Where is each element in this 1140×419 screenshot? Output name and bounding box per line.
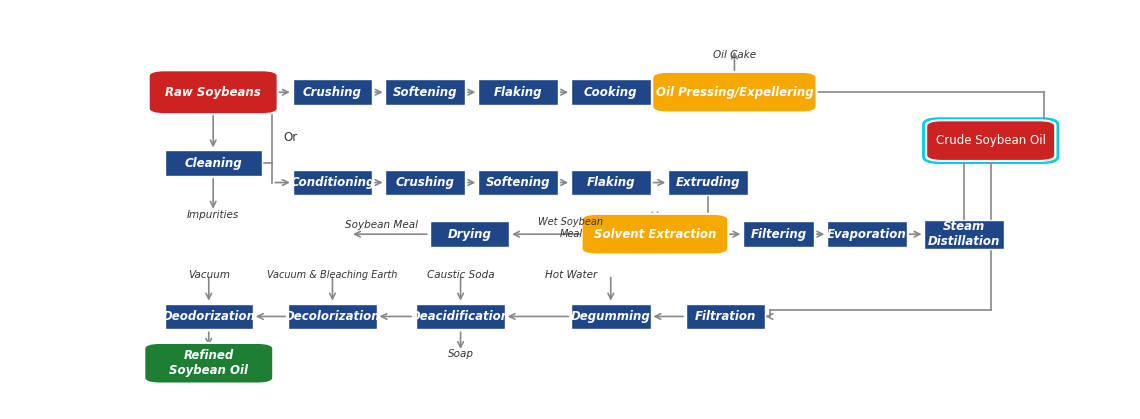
Text: Crushing: Crushing [303,86,361,99]
FancyBboxPatch shape [164,150,262,176]
Text: Soap: Soap [448,349,473,359]
Text: Cleaning: Cleaning [185,157,242,170]
FancyBboxPatch shape [479,79,557,105]
FancyBboxPatch shape [479,170,557,196]
Text: Caustic Soda: Caustic Soda [426,269,495,279]
Text: Crushing: Crushing [396,176,455,189]
FancyBboxPatch shape [293,170,372,196]
FancyBboxPatch shape [926,120,1056,161]
Text: Softening: Softening [486,176,551,189]
Text: Decolorization: Decolorization [285,310,381,323]
Text: Vacuum: Vacuum [188,269,230,279]
Text: Flaking: Flaking [494,86,543,99]
Text: Oil Cake: Oil Cake [712,50,756,60]
Text: Degumming: Degumming [571,310,651,323]
Text: Deacidification: Deacidification [412,310,510,323]
FancyBboxPatch shape [571,303,651,329]
FancyBboxPatch shape [743,221,814,247]
FancyBboxPatch shape [828,221,906,247]
Text: Raw Soybeans: Raw Soybeans [165,86,261,99]
Text: Steam
Distillation: Steam Distillation [928,220,1000,248]
Text: Soybean Meal: Soybean Meal [344,220,417,230]
Text: Wet Soybean
Meal: Wet Soybean Meal [538,217,603,238]
Text: Refined
Soybean Oil: Refined Soybean Oil [169,349,249,377]
FancyBboxPatch shape [293,79,372,105]
FancyBboxPatch shape [430,221,510,247]
FancyBboxPatch shape [385,79,465,105]
FancyBboxPatch shape [652,72,816,113]
FancyBboxPatch shape [385,170,465,196]
Text: Flaking: Flaking [586,176,635,189]
Text: Drying: Drying [448,228,491,241]
FancyBboxPatch shape [581,214,728,254]
FancyBboxPatch shape [145,343,274,383]
Text: Filtration: Filtration [695,310,756,323]
Text: Impurities: Impurities [187,210,239,220]
Text: Extruding: Extruding [676,176,740,189]
FancyBboxPatch shape [686,303,765,329]
Text: Softening: Softening [393,86,457,99]
FancyBboxPatch shape [416,303,505,329]
FancyBboxPatch shape [571,79,651,105]
FancyBboxPatch shape [668,170,748,196]
Text: Oil Pressing/Expellering: Oil Pressing/Expellering [656,86,813,99]
FancyBboxPatch shape [148,70,278,114]
FancyBboxPatch shape [571,170,651,196]
Text: Filtering: Filtering [750,228,807,241]
FancyBboxPatch shape [164,303,253,329]
Text: Conditioning: Conditioning [291,176,375,189]
Text: Hot Water: Hot Water [545,269,597,279]
Text: Cooking: Cooking [584,86,637,99]
Text: Deodorization: Deodorization [162,310,255,323]
FancyBboxPatch shape [925,220,1004,249]
FancyBboxPatch shape [288,303,376,329]
Text: Evaporation: Evaporation [828,228,906,241]
Text: Crude Soybean Oil: Crude Soybean Oil [936,134,1045,147]
Text: Solvent Extraction: Solvent Extraction [594,228,716,241]
Text: Vacuum & Bleaching Earth: Vacuum & Bleaching Earth [267,269,398,279]
Text: Or: Or [284,131,299,144]
